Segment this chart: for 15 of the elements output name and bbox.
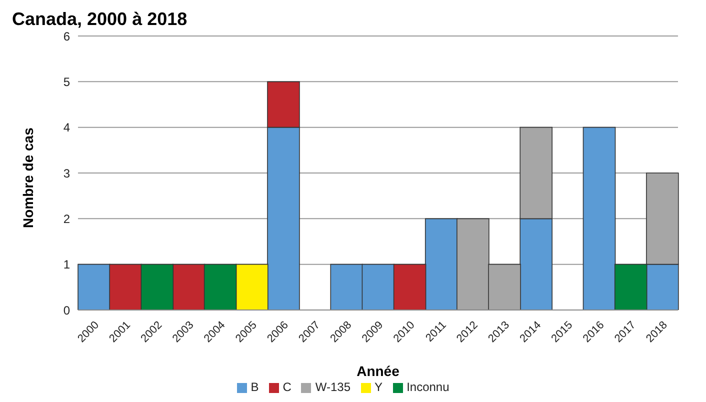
y-tick-label: 6 [63, 29, 70, 44]
y-tick-label: 5 [63, 74, 70, 89]
chart-title: Canada, 2000 à 2018 [12, 8, 188, 30]
legend-label: C [282, 380, 292, 394]
y-axis-title: Nombre de cas [20, 127, 36, 228]
y-tick-label: 3 [63, 166, 70, 180]
legend-label: Inconnu [406, 380, 450, 394]
legend-label: W-135 [315, 380, 351, 394]
y-tick-label: 2 [63, 212, 70, 226]
x-axis-title: Année [356, 363, 400, 379]
legend-label: B [250, 380, 259, 394]
legend-label: Y [374, 380, 383, 394]
y-tick-label: 1 [63, 258, 70, 272]
y-tick-label: 0 [63, 303, 70, 318]
y-tick-label: 4 [63, 120, 70, 135]
